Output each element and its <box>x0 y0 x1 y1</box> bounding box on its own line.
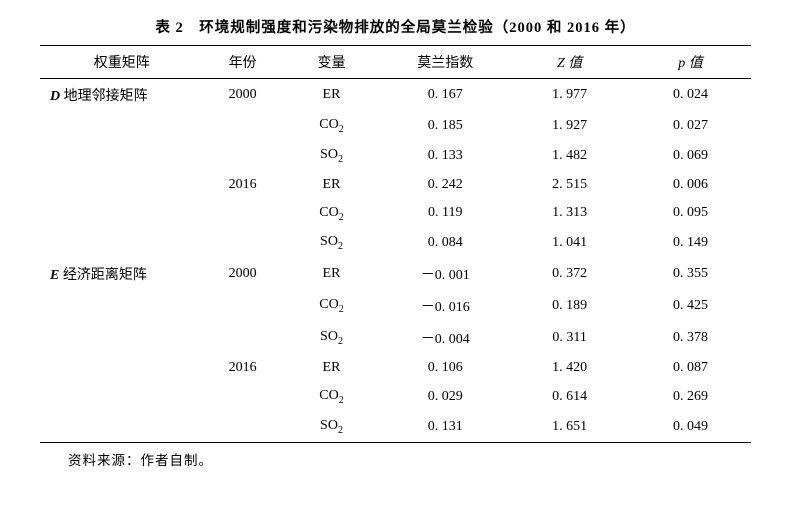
cell-weight <box>40 171 204 199</box>
cell-year: 2016 <box>204 171 282 199</box>
cell-moran: 0. 242 <box>381 171 509 199</box>
cell-weight <box>40 199 204 229</box>
cell-p: 0. 149 <box>630 228 751 258</box>
cell-variable: CO2 <box>282 199 382 229</box>
cell-p: 0. 069 <box>630 141 751 171</box>
table-header-row: 权重矩阵 年份 变量 莫兰指数 Z 值 p 值 <box>40 46 751 79</box>
moran-table: 权重矩阵 年份 变量 莫兰指数 Z 值 p 值 D 地理邻接矩阵2000ER0.… <box>40 45 751 443</box>
th-year: 年份 <box>204 46 282 79</box>
cell-variable: SO2 <box>282 228 382 258</box>
table-row: SO20. 0841. 0410. 149 <box>40 228 751 258</box>
cell-weight <box>40 290 204 322</box>
cell-year <box>204 290 282 322</box>
cell-moran: 0. 106 <box>381 354 509 382</box>
cell-weight: E 经济距离矩阵 <box>40 258 204 290</box>
table-row: 2016ER0. 1061. 4200. 087 <box>40 354 751 382</box>
cell-variable: ER <box>282 171 382 199</box>
cell-p: 0. 095 <box>630 199 751 229</box>
cell-weight: D 地理邻接矩阵 <box>40 79 204 112</box>
cell-z: 0. 311 <box>509 322 630 354</box>
table-row: D 地理邻接矩阵2000ER0. 1671. 9770. 024 <box>40 79 751 112</box>
cell-p: 0. 024 <box>630 79 751 112</box>
cell-weight <box>40 382 204 412</box>
cell-variable: ER <box>282 258 382 290</box>
cell-year <box>204 199 282 229</box>
cell-z: 1. 041 <box>509 228 630 258</box>
cell-z: 0. 614 <box>509 382 630 412</box>
table-row: CO20. 1851. 9270. 027 <box>40 111 751 141</box>
cell-year <box>204 412 282 442</box>
cell-z: 1. 313 <box>509 199 630 229</box>
cell-moran: 0. 119 <box>381 199 509 229</box>
cell-variable: SO2 <box>282 141 382 171</box>
cell-weight <box>40 354 204 382</box>
th-z: Z 值 <box>509 46 630 79</box>
cell-year: 2016 <box>204 354 282 382</box>
cell-weight <box>40 228 204 258</box>
cell-variable: CO2 <box>282 290 382 322</box>
cell-variable: ER <box>282 354 382 382</box>
cell-z: 1. 651 <box>509 412 630 442</box>
cell-p: 0. 049 <box>630 412 751 442</box>
th-moran: 莫兰指数 <box>381 46 509 79</box>
cell-weight <box>40 322 204 354</box>
cell-moran: －0. 004 <box>381 322 509 354</box>
cell-weight <box>40 111 204 141</box>
cell-z: 2. 515 <box>509 171 630 199</box>
cell-year: 2000 <box>204 79 282 112</box>
cell-year <box>204 228 282 258</box>
table-source-note: 资料来源：作者自制。 <box>40 449 751 469</box>
cell-z: 1. 977 <box>509 79 630 112</box>
cell-year <box>204 111 282 141</box>
cell-p: 0. 087 <box>630 354 751 382</box>
cell-moran: 0. 084 <box>381 228 509 258</box>
table-row: CO20. 0290. 6140. 269 <box>40 382 751 412</box>
cell-year <box>204 141 282 171</box>
cell-weight <box>40 141 204 171</box>
cell-z: 0. 372 <box>509 258 630 290</box>
table-row: E 经济距离矩阵2000ER－0. 0010. 3720. 355 <box>40 258 751 290</box>
cell-moran: 0. 167 <box>381 79 509 112</box>
table-row: CO2－0. 0160. 1890. 425 <box>40 290 751 322</box>
cell-variable: SO2 <box>282 322 382 354</box>
cell-year <box>204 322 282 354</box>
cell-p: 0. 378 <box>630 322 751 354</box>
cell-z: 0. 189 <box>509 290 630 322</box>
cell-weight <box>40 412 204 442</box>
cell-z: 1. 927 <box>509 111 630 141</box>
cell-z: 1. 420 <box>509 354 630 382</box>
cell-moran: 0. 133 <box>381 141 509 171</box>
table-row: SO2－0. 0040. 3110. 378 <box>40 322 751 354</box>
table-row: SO20. 1311. 6510. 049 <box>40 412 751 442</box>
table-caption: 表 2 环境规制强度和污染物排放的全局莫兰检验（2000 和 2016 年） <box>40 16 751 37</box>
cell-moran: －0. 001 <box>381 258 509 290</box>
cell-p: 0. 425 <box>630 290 751 322</box>
cell-moran: 0. 131 <box>381 412 509 442</box>
th-var: 变量 <box>282 46 382 79</box>
cell-variable: CO2 <box>282 111 382 141</box>
table-row: SO20. 1331. 4820. 069 <box>40 141 751 171</box>
table-row: CO20. 1191. 3130. 095 <box>40 199 751 229</box>
cell-year <box>204 382 282 412</box>
cell-variable: CO2 <box>282 382 382 412</box>
cell-variable: SO2 <box>282 412 382 442</box>
cell-p: 0. 027 <box>630 111 751 141</box>
cell-moran: 0. 029 <box>381 382 509 412</box>
cell-variable: ER <box>282 79 382 112</box>
cell-year: 2000 <box>204 258 282 290</box>
table-row: 2016ER0. 2422. 5150. 006 <box>40 171 751 199</box>
cell-p: 0. 006 <box>630 171 751 199</box>
cell-moran: －0. 016 <box>381 290 509 322</box>
cell-p: 0. 269 <box>630 382 751 412</box>
cell-z: 1. 482 <box>509 141 630 171</box>
cell-p: 0. 355 <box>630 258 751 290</box>
th-weight: 权重矩阵 <box>40 46 204 79</box>
th-p: p 值 <box>630 46 751 79</box>
cell-moran: 0. 185 <box>381 111 509 141</box>
